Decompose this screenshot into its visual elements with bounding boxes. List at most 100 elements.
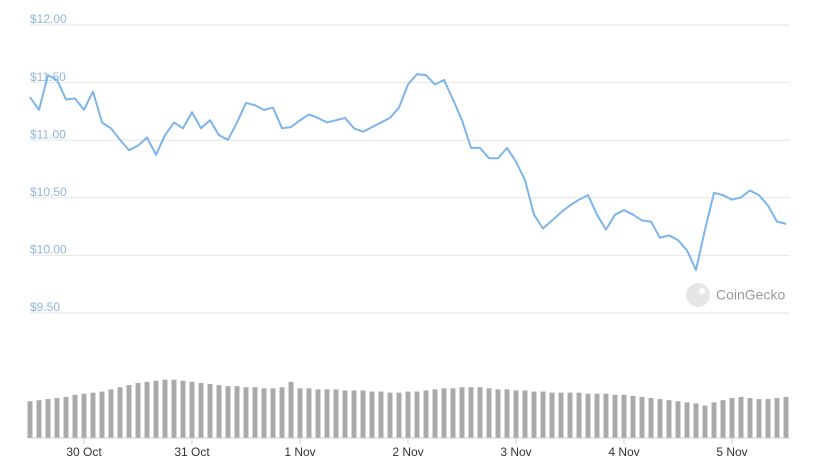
volume-bar: [369, 391, 375, 438]
volume-bar: [324, 389, 330, 438]
volume-bar: [360, 390, 366, 438]
volume-bar: [531, 391, 537, 438]
x-tick-label: 2 Nov: [392, 445, 423, 459]
volume-bar: [594, 393, 600, 438]
x-tick-label: 30 Oct: [66, 445, 102, 459]
volume-bar: [63, 396, 69, 438]
volume-bar: [540, 391, 546, 438]
volume-bar: [27, 401, 33, 438]
volume-bar: [657, 399, 663, 438]
volume-bar: [252, 387, 258, 438]
volume-bar: [558, 392, 564, 438]
volume-bar: [639, 396, 645, 438]
volume-bar: [522, 390, 528, 438]
volume-bar: [54, 398, 60, 438]
volume-bar: [621, 394, 627, 438]
y-tick-label: $10.00: [30, 243, 67, 257]
volume-bar: [441, 388, 447, 438]
volume-bar: [576, 392, 582, 438]
volume-bar: [711, 402, 717, 438]
volume-bar: [450, 388, 456, 438]
volume-bar: [279, 387, 285, 438]
volume-bar: [81, 393, 87, 438]
volume-bar: [549, 392, 555, 438]
volume-bar: [603, 393, 609, 438]
volume-bar: [477, 387, 483, 438]
volume-bar: [117, 387, 123, 438]
volume-bar: [180, 380, 186, 438]
volume-bar: [756, 399, 762, 438]
volume-bar: [495, 389, 501, 438]
volume-bar: [234, 386, 240, 438]
volume-bar: [648, 398, 654, 438]
volume-bar: [675, 401, 681, 438]
volume-bar: [198, 382, 204, 438]
volume-bar: [765, 399, 771, 438]
volume-bar: [261, 388, 267, 438]
volume-bar: [153, 380, 159, 438]
volume-bar: [729, 398, 735, 438]
volume-bar: [342, 390, 348, 438]
y-tick-label: $12.00: [30, 12, 67, 26]
volume-bar: [630, 395, 636, 438]
volume-bar: [207, 384, 213, 438]
volume-bar: [612, 394, 618, 438]
watermark: CoinGecko: [716, 287, 785, 303]
volume-bar: [162, 379, 168, 438]
volume-bar: [225, 386, 231, 438]
volume-bar: [432, 389, 438, 438]
volume-bar: [297, 388, 303, 438]
x-tick-label: 31 Oct: [174, 445, 210, 459]
volume-bar: [315, 389, 321, 438]
volume-bar: [468, 387, 474, 438]
volume-bar: [504, 389, 510, 438]
watermark-logo: [686, 283, 710, 307]
volume-bar: [243, 387, 249, 438]
volume-bar: [666, 400, 672, 438]
volume-bar: [288, 381, 294, 438]
volume-bar: [189, 381, 195, 438]
volume-bar: [459, 387, 465, 438]
volume-bar: [783, 396, 789, 438]
volume-bar: [585, 393, 591, 438]
y-tick-label: $10.50: [30, 185, 67, 199]
volume-bar: [567, 392, 573, 438]
volume-bar: [333, 389, 339, 438]
x-tick-label: 3 Nov: [500, 445, 531, 459]
volume-bar: [126, 385, 132, 438]
y-tick-label: $11.00: [30, 127, 66, 141]
volume-bar: [306, 388, 312, 438]
volume-bar: [396, 392, 402, 438]
volume-bar: [702, 405, 708, 438]
x-tick-label: 5 Nov: [716, 445, 747, 459]
volume-bar: [270, 388, 276, 438]
volume-bar: [684, 402, 690, 438]
volume-bar: [774, 398, 780, 438]
volume-bar: [738, 396, 744, 438]
x-tick-label: 1 Nov: [284, 445, 315, 459]
volume-bar: [45, 399, 51, 438]
volume-bar: [513, 390, 519, 438]
price-line: [29, 73, 787, 271]
volume-bar: [216, 385, 222, 438]
volume-bar: [36, 400, 42, 438]
volume-bar: [135, 382, 141, 438]
volume-bar: [414, 391, 420, 438]
y-tick-label: $9.50: [30, 300, 60, 314]
volume-bar: [423, 390, 429, 438]
volume-bar: [90, 392, 96, 438]
x-tick-label: 4 Nov: [608, 445, 639, 459]
volume-bar: [99, 391, 105, 438]
volume-bar: [108, 389, 114, 438]
volume-bar: [387, 392, 393, 438]
volume-bar: [72, 394, 78, 438]
volume-bar: [351, 390, 357, 438]
volume-bar: [378, 391, 384, 438]
volume-bar: [693, 403, 699, 438]
volume-bar: [171, 379, 177, 438]
volume-bar: [405, 391, 411, 438]
volume-bar: [747, 398, 753, 438]
volume-bar: [720, 400, 726, 438]
volume-bar: [144, 381, 150, 438]
